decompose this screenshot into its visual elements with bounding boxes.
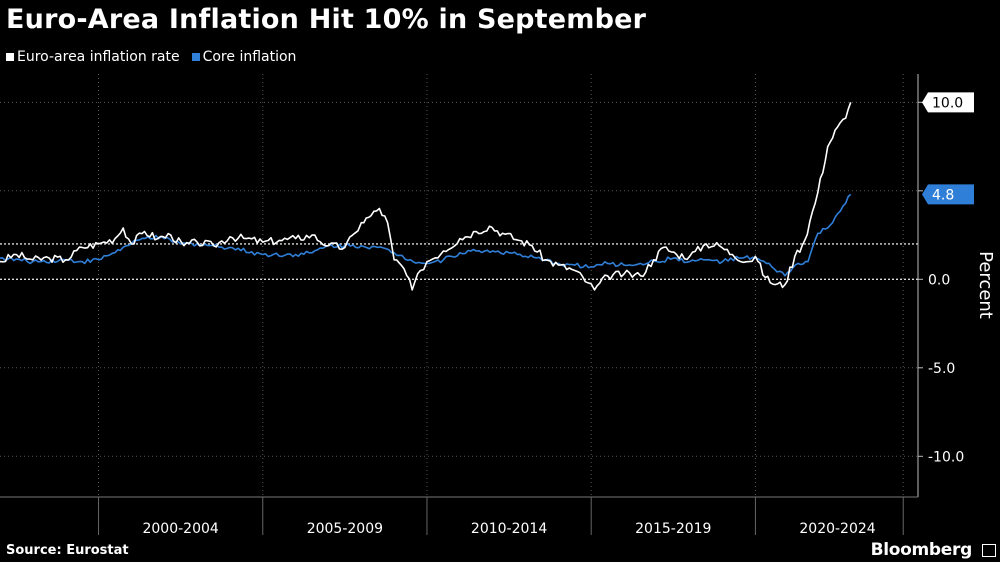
legend: Euro-area inflation rate Core inflation [6,49,296,65]
inflation-rate-line [0,102,852,291]
core-inflation-line [0,193,852,277]
legend-label-core: Core inflation [202,49,297,65]
bloomberg-logo: Bloomberg [870,540,973,560]
inflation-end-label: 10.0 [932,95,963,111]
x-period-label: 2010-2014 [471,521,547,537]
core-end-label: 4.8 [932,187,954,203]
y-tick-label: 0.0 [928,272,950,288]
chart-title: Euro-Area Inflation Hit 10% in September [6,4,647,35]
y-tick-label: -10.0 [928,449,964,465]
x-period-label: 2000-2004 [142,521,218,537]
legend-item-inflation: Euro-area inflation rate [6,49,180,65]
y-axis-title: Percent [975,251,996,319]
legend-swatch-inflation [6,53,14,61]
source-note: Source: Eurostat [6,543,129,558]
brand-mark-icon [982,544,996,557]
legend-item-core: Core inflation [191,49,297,65]
x-period-label: 2020-2024 [799,521,875,537]
inflation-end-flag [922,92,974,113]
x-period-label: 2015-2019 [635,521,711,537]
legend-swatch-core [191,53,200,61]
core-end-flag [922,184,974,205]
y-tick-label: -5.0 [928,361,955,377]
x-period-label: 2005-2009 [307,521,383,537]
legend-label-inflation: Euro-area inflation rate [17,49,180,65]
